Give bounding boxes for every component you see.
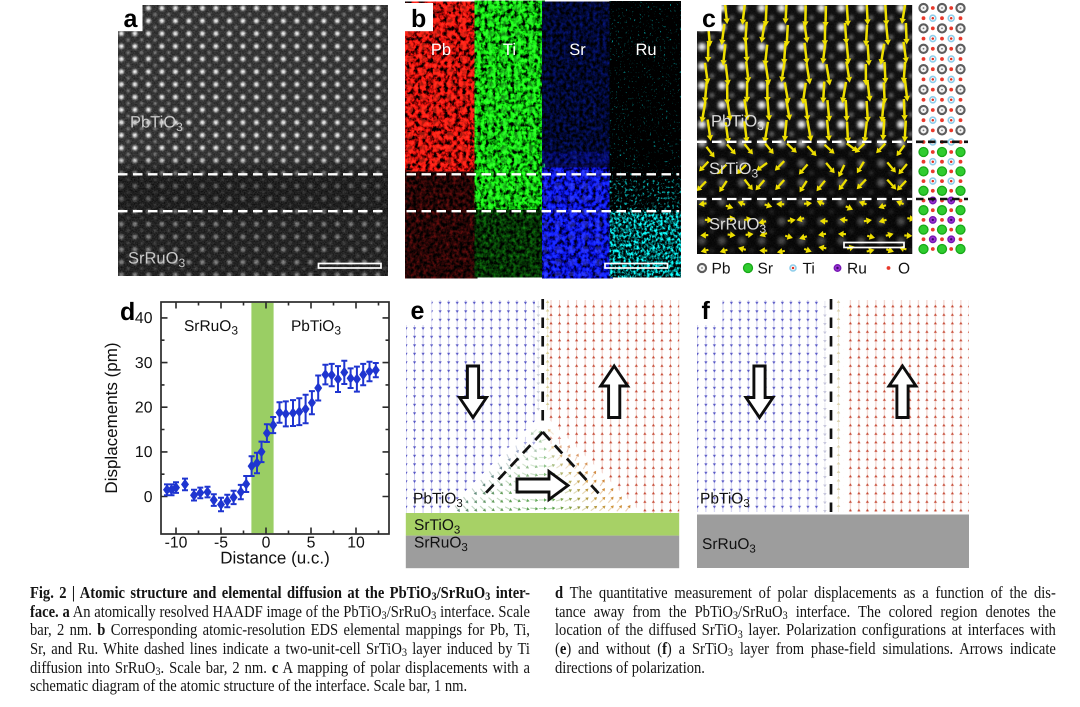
svg-text:Ti: Ti <box>503 41 516 59</box>
svg-text:Ru: Ru <box>635 41 656 59</box>
svg-text:Pb: Pb <box>431 41 451 59</box>
svg-text:5: 5 <box>307 535 316 552</box>
svg-text:Ru: Ru <box>847 261 867 278</box>
svg-text:f: f <box>702 297 711 325</box>
svg-text:SrTiO3: SrTiO3 <box>414 517 460 536</box>
svg-text:SrTiO3: SrTiO3 <box>709 160 758 181</box>
svg-text:O: O <box>898 261 910 278</box>
svg-text:0: 0 <box>144 489 153 506</box>
svg-text:PbTiO3: PbTiO3 <box>413 491 463 510</box>
svg-text:Sr: Sr <box>569 41 586 59</box>
svg-text:PbTiO3: PbTiO3 <box>130 114 183 135</box>
svg-text:PbTiO3: PbTiO3 <box>291 318 341 338</box>
svg-text:b: b <box>411 5 426 33</box>
svg-text:SrRuO3: SrRuO3 <box>709 216 766 237</box>
svg-text:Ti: Ti <box>803 261 815 278</box>
svg-text:c: c <box>702 5 716 33</box>
svg-text:SrRuO3: SrRuO3 <box>184 318 238 338</box>
svg-text:a: a <box>124 5 139 33</box>
svg-text:Distance (u.c.): Distance (u.c.) <box>220 549 330 568</box>
svg-text:Pb: Pb <box>712 261 731 278</box>
svg-text:e: e <box>411 297 425 325</box>
svg-text:10: 10 <box>135 444 153 461</box>
svg-text:40: 40 <box>135 310 153 327</box>
svg-text:Displacements (pm): Displacements (pm) <box>102 342 121 493</box>
svg-text:d: d <box>120 298 135 326</box>
svg-text:SrRuO3: SrRuO3 <box>128 250 185 271</box>
svg-text:PbTiO3: PbTiO3 <box>711 113 764 134</box>
svg-text:0: 0 <box>262 535 271 552</box>
svg-text:-10: -10 <box>165 535 188 552</box>
svg-text:20: 20 <box>135 400 153 417</box>
svg-text:PbTiO3: PbTiO3 <box>700 491 750 510</box>
svg-text:-5: -5 <box>214 535 228 552</box>
svg-text:10: 10 <box>347 535 365 552</box>
svg-text:Sr: Sr <box>758 261 774 278</box>
svg-text:SrRuO3: SrRuO3 <box>702 536 756 555</box>
svg-text:30: 30 <box>135 355 153 372</box>
svg-text:SrRuO3: SrRuO3 <box>414 535 468 554</box>
